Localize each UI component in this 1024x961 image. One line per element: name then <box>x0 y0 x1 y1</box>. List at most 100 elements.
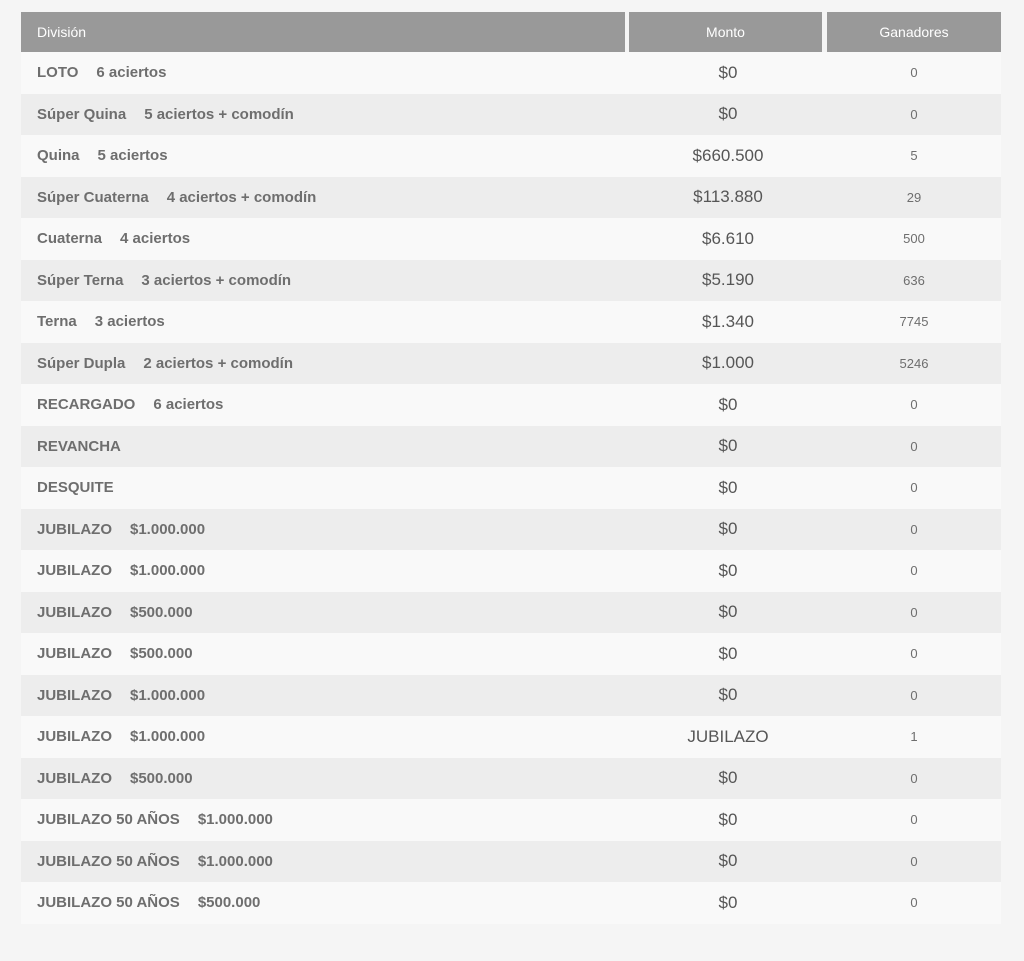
division-detail: 2 aciertos + comodín <box>143 354 293 372</box>
ganadores-value: 7745 <box>899 314 929 330</box>
ganadores-value: 0 <box>910 770 918 786</box>
division-detail: 5 aciertos <box>97 147 168 165</box>
table-row: JUBILAZO $500.000 $0 0 <box>21 591 1001 633</box>
monto-value: $660.500 <box>692 145 764 165</box>
monto-value: $5.190 <box>702 270 754 290</box>
ganadores-value: 5 <box>910 148 918 164</box>
ganadores-value: 0 <box>910 812 918 828</box>
column-header-ganadores: Ganadores <box>827 12 1001 52</box>
division-detail: $1.000.000 <box>130 520 206 538</box>
table-row: Súper Terna 3 aciertos + comodín $5.190 6… <box>21 259 1001 301</box>
division-detail: $1.000.000 <box>197 811 273 829</box>
table-row: JUBILAZO $1.000.000 $0 0 <box>21 508 1001 550</box>
monto-value: $0 <box>718 851 738 871</box>
table-row: JUBILAZO $1.000.000 $0 0 <box>21 674 1001 716</box>
division-cell: JUBILAZO 50 AÑOS $1.000.000 <box>21 853 629 870</box>
division-detail: 5 aciertos + comodín <box>144 105 294 123</box>
division-detail: 3 aciertos <box>94 313 165 331</box>
monto-value: $1.340 <box>702 311 754 331</box>
division-name: Cuaterna <box>37 230 103 248</box>
table-row: Súper Dupla 2 aciertos + comodín $1.000 5… <box>21 342 1001 384</box>
division-name: JUBILAZO 50 AÑOS <box>37 894 180 912</box>
monto-value: $0 <box>718 394 738 414</box>
division-cell: Súper Terna 3 aciertos + comodín <box>21 272 629 289</box>
table-header: División Monto Ganadores <box>21 12 1001 52</box>
monto-value: $6.610 <box>702 228 754 248</box>
table-body: LOTO 6 aciertos $0 0 Súper Quina 5 acierto… <box>21 52 1001 924</box>
monto-value: $0 <box>718 477 738 497</box>
division-cell: Súper Cuaterna 4 aciertos + comodín <box>21 189 629 206</box>
division-name: Súper Cuaterna <box>37 188 149 206</box>
division-name: JUBILAZO <box>37 728 112 746</box>
monto-value: $0 <box>718 436 738 456</box>
division-name: RECARGADO <box>37 396 136 414</box>
division-name: Súper Quina <box>37 105 127 123</box>
ganadores-value: 0 <box>910 853 918 869</box>
division-name: JUBILAZO <box>37 686 112 704</box>
monto-value: $0 <box>718 643 738 663</box>
monto-value: $0 <box>718 560 738 580</box>
lottery-results-table: División Monto Ganadores LOTO 6 aciertos … <box>21 12 1001 924</box>
monto-value: $0 <box>718 809 738 829</box>
table-row: JUBILAZO 50 AÑOS $1.000.000 $0 0 <box>21 799 1001 841</box>
division-name: DESQUITE <box>37 479 114 497</box>
monto-value: $113.880 <box>693 187 763 207</box>
ganadores-value: 0 <box>910 438 918 454</box>
column-header-monto: Monto <box>629 12 822 52</box>
division-name: Quina <box>37 147 80 165</box>
division-name: Súper Terna <box>37 271 124 289</box>
ganadores-value: 0 <box>910 895 918 911</box>
division-detail: 4 aciertos <box>120 230 191 248</box>
table-row: JUBILAZO 50 AÑOS $500.000 $0 0 <box>21 882 1001 924</box>
table-row: DESQUITE $0 0 <box>21 467 1001 509</box>
table-row: Súper Quina 5 aciertos + comodín $0 0 <box>21 93 1001 135</box>
table-row: Quina 5 aciertos $660.500 5 <box>21 135 1001 177</box>
table-row: JUBILAZO 50 AÑOS $1.000.000 $0 0 <box>21 840 1001 882</box>
ganadores-value: 1 <box>910 729 918 745</box>
division-cell: JUBILAZO $1.000.000 <box>21 521 629 538</box>
division-name: Terna <box>37 313 77 331</box>
monto-value: $0 <box>718 685 738 705</box>
ganadores-value: 0 <box>910 397 918 413</box>
division-detail: $500.000 <box>130 769 193 787</box>
division-detail: $1.000.000 <box>130 728 206 746</box>
ganadores-value: 5246 <box>899 355 929 371</box>
division-name: JUBILAZO <box>37 603 112 621</box>
table-row: LOTO 6 aciertos $0 0 <box>21 52 1001 94</box>
division-cell: JUBILAZO $1.000.000 <box>21 687 629 704</box>
division-cell: JUBILAZO 50 AÑOS $1.000.000 <box>21 811 629 828</box>
monto-value: JUBILAZO <box>687 726 769 746</box>
monto-value: $0 <box>718 519 738 539</box>
column-header-division: División <box>21 12 625 52</box>
monto-value: $0 <box>718 768 738 788</box>
division-name: JUBILAZO 50 AÑOS <box>37 852 180 870</box>
table-row: Terna 3 aciertos $1.340 7745 <box>21 301 1001 343</box>
division-cell: Quina 5 aciertos <box>21 147 629 164</box>
division-name: LOTO <box>37 64 79 82</box>
division-detail: $1.000.000 <box>197 852 273 870</box>
table-row: JUBILAZO $500.000 $0 0 <box>21 757 1001 799</box>
monto-value: $0 <box>718 62 738 82</box>
division-cell: Cuaterna 4 aciertos <box>21 230 629 247</box>
division-detail: $1.000.000 <box>130 686 206 704</box>
monto-value: $0 <box>718 602 738 622</box>
division-name: Súper Dupla <box>37 354 126 372</box>
table-row: JUBILAZO $500.000 $0 0 <box>21 633 1001 675</box>
monto-value: $1.000 <box>702 353 754 373</box>
division-name: JUBILAZO <box>37 769 112 787</box>
division-cell: JUBILAZO $500.000 <box>21 770 629 787</box>
table-row: RECARGADO 6 aciertos $0 0 <box>21 384 1001 426</box>
table-row: Súper Cuaterna 4 aciertos + comodín $113.… <box>21 176 1001 218</box>
division-cell: JUBILAZO $500.000 <box>21 645 629 662</box>
division-cell: JUBILAZO $500.000 <box>21 604 629 621</box>
ganadores-value: 636 <box>903 272 925 288</box>
table-row: JUBILAZO $1.000.000 $0 0 <box>21 550 1001 592</box>
ganadores-value: 29 <box>906 189 922 205</box>
division-detail: $500.000 <box>130 603 193 621</box>
division-cell: LOTO 6 aciertos <box>21 64 629 81</box>
table-row: Cuaterna 4 aciertos $6.610 500 <box>21 218 1001 260</box>
division-name: REVANCHA <box>37 437 121 455</box>
division-detail: 4 aciertos + comodín <box>166 188 317 206</box>
ganadores-value: 0 <box>910 480 918 496</box>
ganadores-value: 0 <box>910 563 918 579</box>
